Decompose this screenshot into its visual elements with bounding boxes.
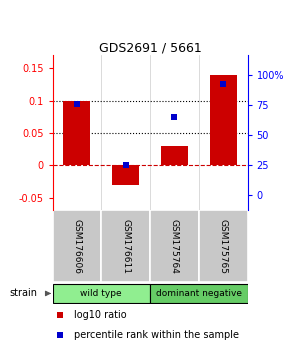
Bar [199, 211, 248, 282]
Text: log10 ratio: log10 ratio [74, 310, 127, 320]
Text: GSM176606: GSM176606 [72, 219, 81, 274]
Text: percentile rank within the sample: percentile rank within the sample [74, 330, 239, 340]
Bar [101, 211, 150, 282]
Bar [52, 211, 101, 282]
Text: GSM175765: GSM175765 [219, 219, 228, 274]
Text: GSM175764: GSM175764 [170, 219, 179, 274]
Bar [210, 75, 236, 165]
Text: GSM176611: GSM176611 [121, 219, 130, 274]
Bar [112, 165, 139, 185]
Text: wild type: wild type [80, 289, 122, 297]
Bar [64, 101, 90, 165]
Text: dominant negative: dominant negative [156, 289, 242, 297]
Text: strain: strain [10, 289, 38, 298]
Bar [150, 211, 199, 282]
Bar [150, 284, 248, 303]
Title: GDS2691 / 5661: GDS2691 / 5661 [99, 41, 201, 54]
Bar [52, 284, 150, 303]
Bar [161, 146, 188, 165]
